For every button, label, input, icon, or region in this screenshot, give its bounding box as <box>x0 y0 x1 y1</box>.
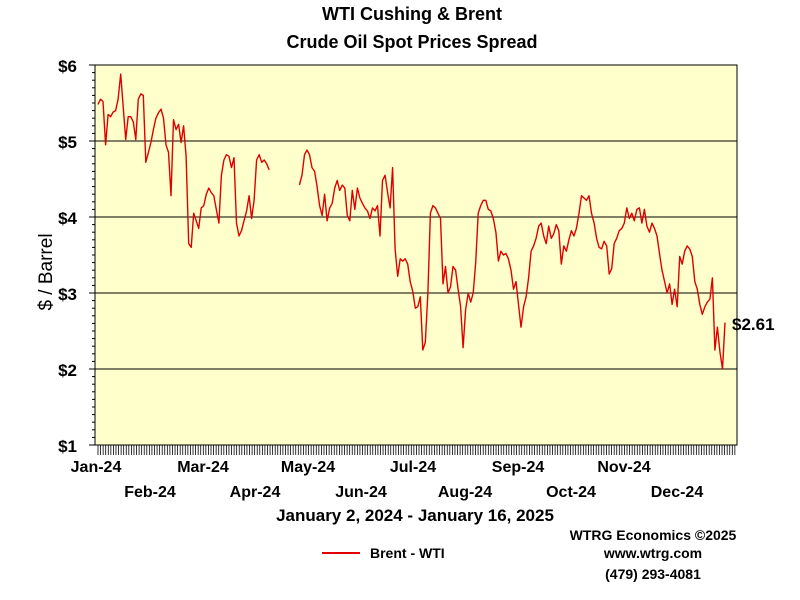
x-tick-label: Aug-24 <box>438 484 492 501</box>
series-line-brent-wti <box>97 73 726 370</box>
chart-subtitle: Crude Oil Spot Prices Spread <box>286 32 537 52</box>
plot-frame <box>94 64 738 446</box>
y-axis-tick-labels: $1 $2 $3 $4 $5 $6 <box>58 57 77 456</box>
x-tick-label: Jun-24 <box>335 484 387 501</box>
x-tick-label: Jul-24 <box>390 459 436 476</box>
series-layer <box>97 73 726 370</box>
x-tick-label: Apr-24 <box>230 484 281 501</box>
credit-line-2: www.wtrg.com <box>603 545 702 561</box>
x-tick-label: Nov-24 <box>597 459 650 476</box>
last-value-label: $2.61 <box>732 315 775 334</box>
y-tick-label: $3 <box>58 285 77 304</box>
credit-line-1: WTRG Economics ©2025 <box>570 527 737 543</box>
credit-line-3: (479) 293-4081 <box>605 566 701 582</box>
y-tick-label: $4 <box>58 209 77 228</box>
x-tick-label: Sep-24 <box>492 459 545 476</box>
plot-area <box>95 65 737 445</box>
x-axis-ticks <box>97 445 736 455</box>
y-tick-label: $1 <box>58 437 77 456</box>
x-tick-label: May-24 <box>281 459 335 476</box>
x-tick-label: Dec-24 <box>651 484 704 501</box>
x-tick-label: Feb-24 <box>124 484 176 501</box>
x-axis-label: January 2, 2024 - January 16, 2025 <box>276 506 554 525</box>
y-axis-label: $ / Barrel <box>36 233 57 310</box>
y-tick-label: $5 <box>58 133 77 152</box>
chart-title: WTI Cushing & Brent <box>322 4 502 24</box>
x-tick-label: Jan-24 <box>71 459 122 476</box>
legend-label: Brent - WTI <box>370 545 445 561</box>
y-tick-label: $6 <box>58 57 77 76</box>
y-tick-label: $2 <box>58 361 77 380</box>
x-axis-tick-labels: Jan-24 Mar-24 May-24 Jul-24 Sep-24 Nov-24 Feb-… <box>71 459 704 501</box>
x-tick-label: Oct-24 <box>546 484 596 501</box>
x-tick-label: Mar-24 <box>177 459 229 476</box>
